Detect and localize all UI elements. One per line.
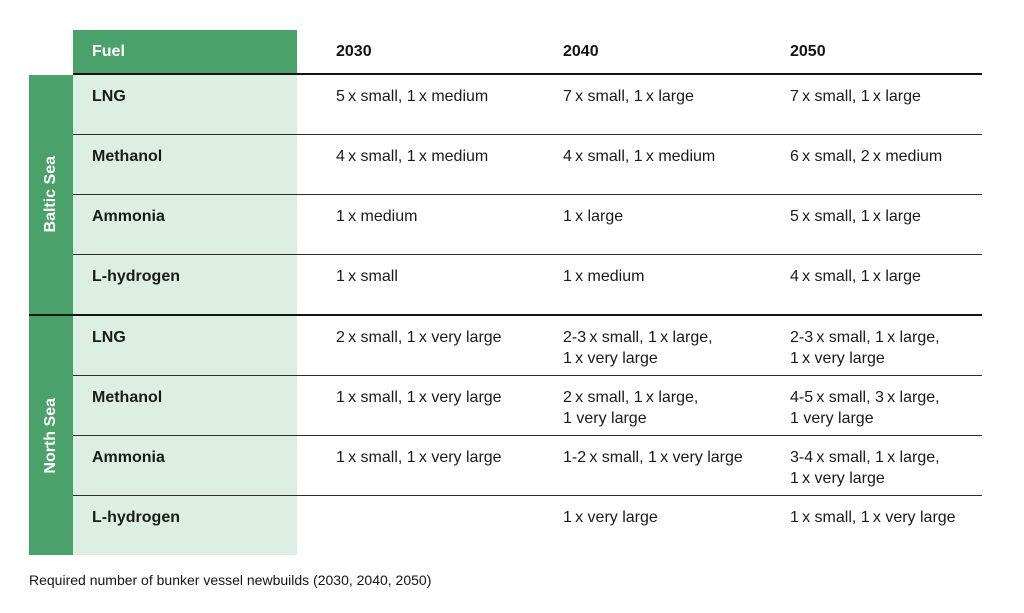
table-header-row: Fuel 2030 2040 2050 [73,30,982,75]
table-row-baltic-lng: LNG 5 x small, 1 x medium 7 x small, 1 x… [73,75,982,134]
value-cell-2040: 4 x small, 1 x medium [563,148,716,165]
value-cell-2030: 1 x small, 1 x very large [336,449,502,466]
north-sea-sidebar: North Sea [29,316,73,555]
fuel-cell: LNG [73,75,297,134]
baltic-sea-sidebar: Baltic Sea [29,75,73,314]
value-cell-2040: 7 x small, 1 x large [563,88,694,105]
baltic-sea-rows: LNG 5 x small, 1 x medium 7 x small, 1 x… [73,75,982,314]
table-row-north-l-hydrogen: L-hydrogen 1 x very large 1 x small, 1 x… [73,495,982,555]
north-sea-label: North Sea [42,397,59,474]
value-cell-2030: 1 x medium [336,208,418,225]
fuel-cell: Ammonia [73,436,297,495]
fuel-cell: L-hydrogen [73,255,297,314]
value-cell-2050: 2-3 x small, 1 x large, 1 x very large [790,329,940,367]
table-row-baltic-ammonia: Ammonia 1 x medium 1 x large 5 x small, … [73,194,982,254]
value-cell-2040: 2 x small, 1 x large, 1 very large [563,389,699,427]
value-cell-2050: 3-4 x small, 1 x large, 1 x very large [790,449,940,487]
table-row-north-ammonia: Ammonia 1 x small, 1 x very large 1-2 x … [73,435,982,495]
value-cell-2050: 4 x small, 1 x large [790,268,921,285]
value-cell-2050: 4-5 x small, 3 x large, 1 very large [790,389,940,427]
bunker-vessel-table-figure: Fuel 2030 2040 2050 Baltic Sea LNG 5 x s… [29,30,982,588]
value-cell-2040: 1 x very large [563,509,658,526]
value-cell-2040: 1 x large [563,208,624,225]
baltic-sea-group: Baltic Sea LNG 5 x small, 1 x medium 7 x… [29,75,982,314]
north-sea-group: North Sea LNG 2 x small, 1 x very large … [29,314,982,555]
year-column-header-2040: 2040 [563,42,599,60]
value-cell-2050: 7 x small, 1 x large [790,88,921,105]
year-column-header-2050: 2050 [790,42,826,60]
figure-caption: Required number of bunker vessel newbuil… [29,572,432,588]
table-row-north-lng: LNG 2 x small, 1 x very large 2-3 x smal… [73,316,982,375]
value-cell-2030: 5 x small, 1 x medium [336,88,489,105]
fuel-cell: LNG [73,316,297,375]
fuel-cell: Ammonia [73,195,297,254]
baltic-sea-label: Baltic Sea [42,156,59,233]
value-cell-2040: 1 x medium [563,268,645,285]
value-cell-2030 [297,496,524,555]
fuel-column-header: Fuel [73,30,297,73]
value-cell-2050: 6 x small, 2 x medium [790,148,943,165]
table-row-baltic-l-hydrogen: L-hydrogen 1 x small 1 x medium 4 x smal… [73,254,982,314]
value-cell-2030: 4 x small, 1 x medium [336,148,489,165]
fuel-cell: L-hydrogen [73,496,297,555]
value-cell-2050: 1 x small, 1 x very large [790,509,956,526]
year-column-header-2030: 2030 [336,42,372,60]
fuel-cell: Methanol [73,376,297,435]
value-cell-2030: 1 x small [336,268,398,285]
north-sea-rows: LNG 2 x small, 1 x very large 2-3 x smal… [73,316,982,555]
value-cell-2030: 2 x small, 1 x very large [336,329,502,346]
fuel-cell: Methanol [73,135,297,194]
value-cell-2040: 1-2 x small, 1 x very large [563,449,743,466]
value-cell-2030: 1 x small, 1 x very large [336,389,502,406]
value-cell-2040: 2-3 x small, 1 x large, 1 x very large [563,329,713,367]
value-cell-2050: 5 x small, 1 x large [790,208,921,225]
table-row-baltic-methanol: Methanol 4 x small, 1 x medium 4 x small… [73,134,982,194]
table-row-north-methanol: Methanol 1 x small, 1 x very large 2 x s… [73,375,982,435]
